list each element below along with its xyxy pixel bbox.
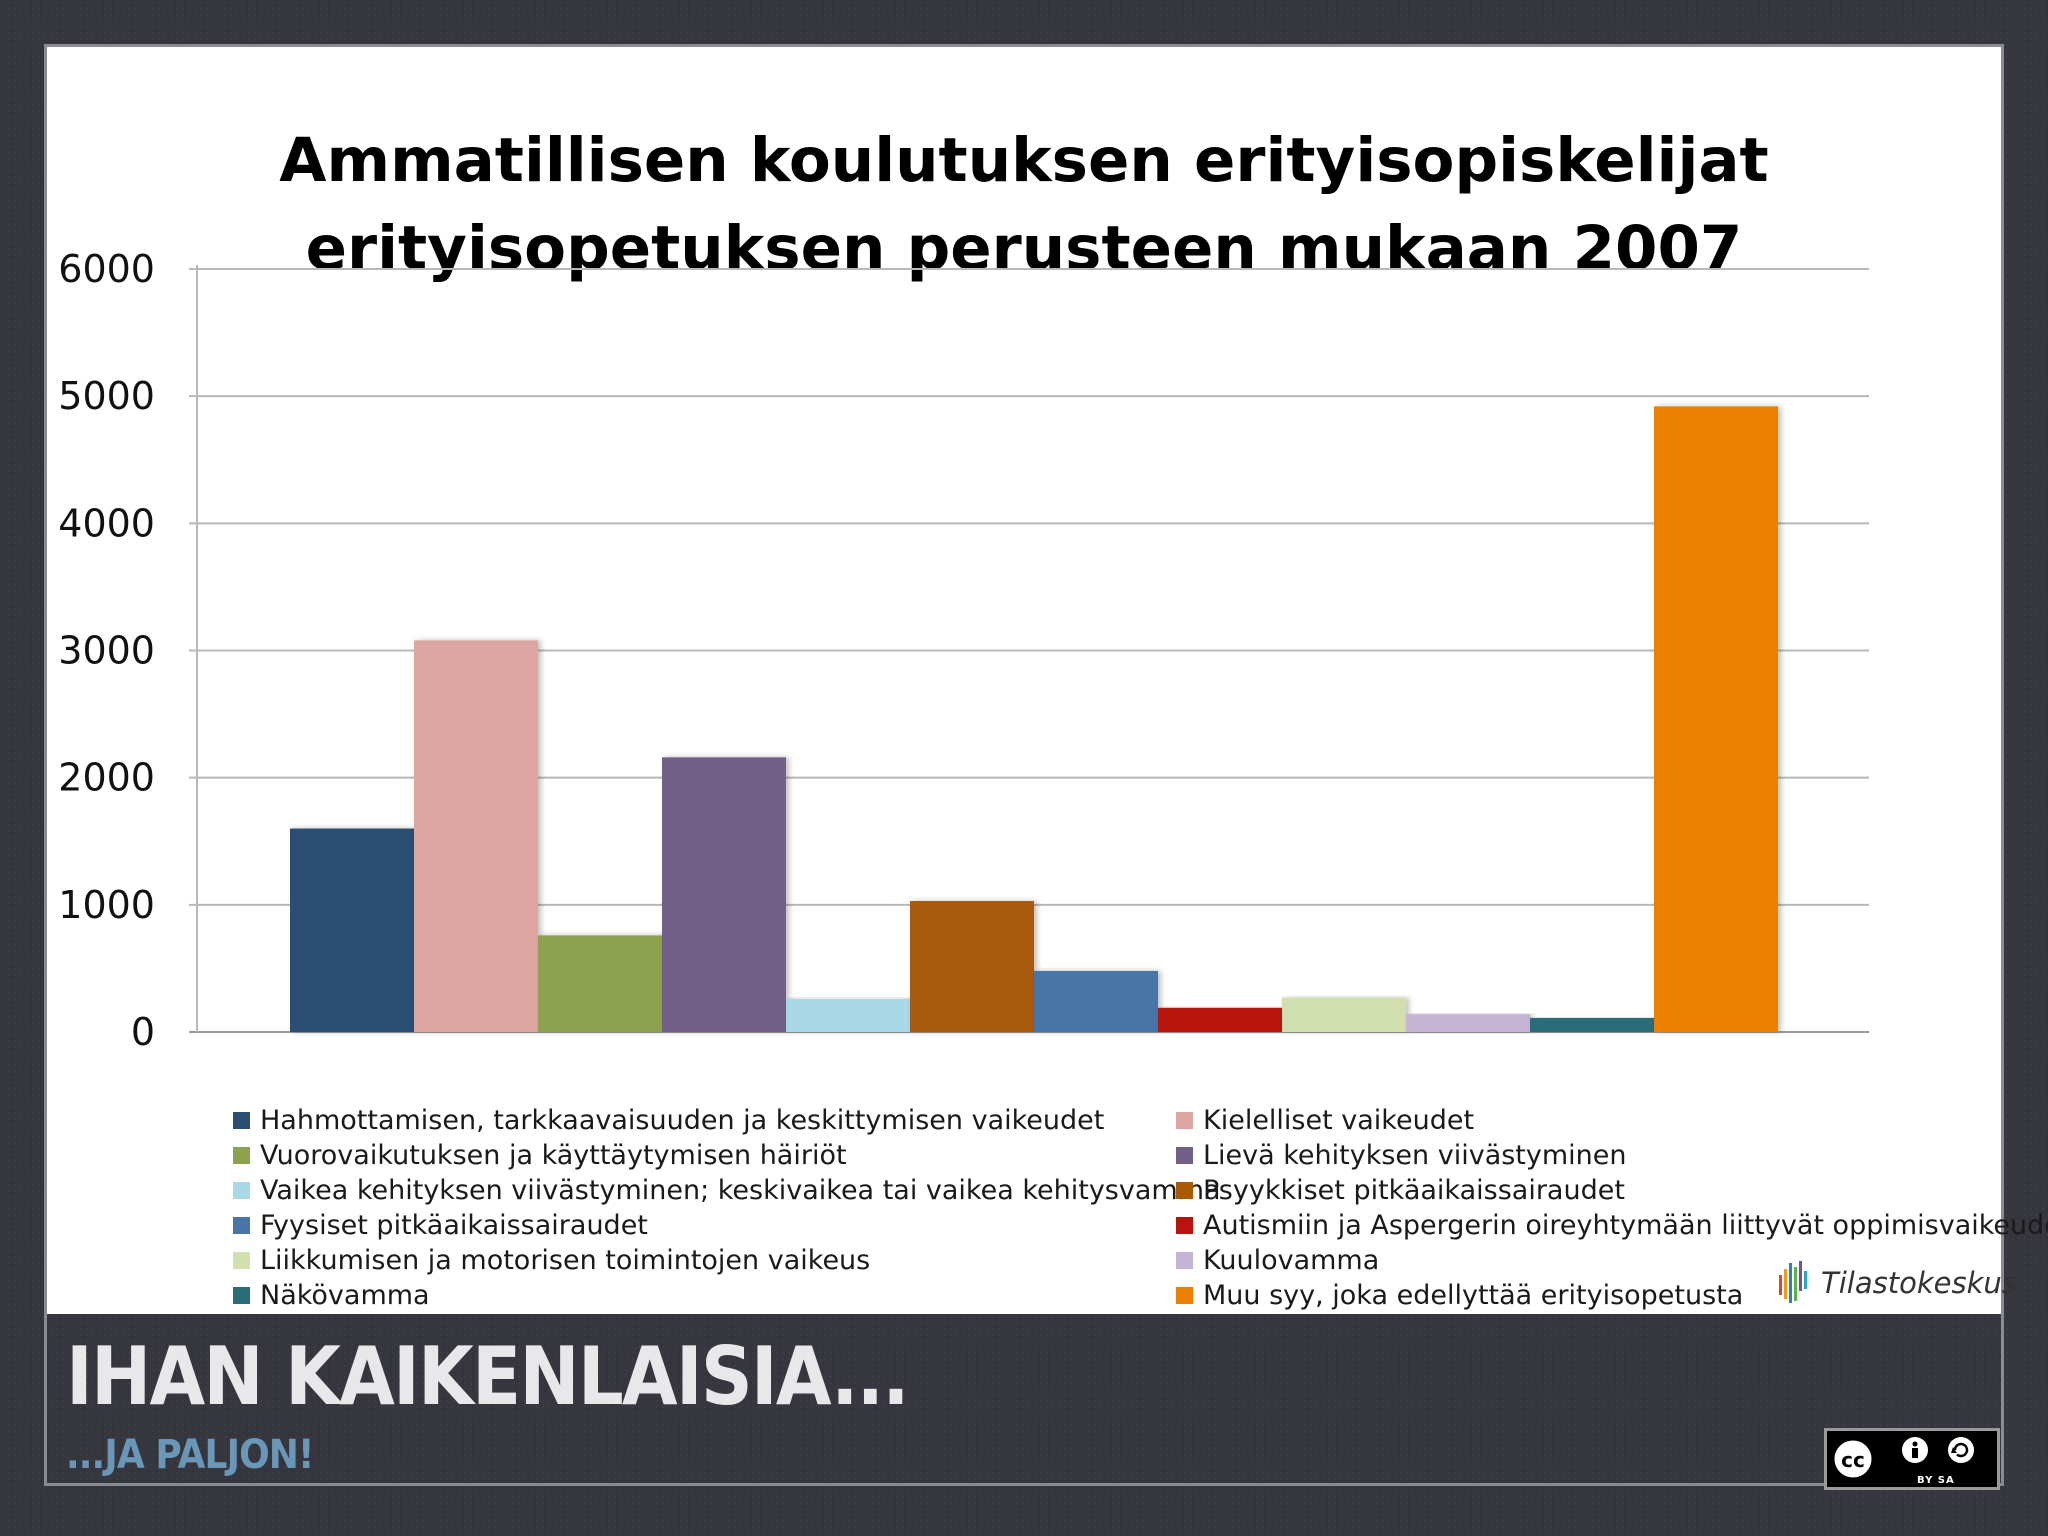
legend-swatch: [233, 1217, 250, 1234]
cc-by-sa-icon: cc: [1831, 1437, 1974, 1481]
bar-4: [662, 757, 786, 1032]
footer-subtitle: ...JA PALJON!: [66, 1432, 314, 1478]
y-tick-label: 6000: [58, 247, 155, 291]
legend-item: Liikkumisen ja motorisen toimintojen vai…: [233, 1243, 870, 1278]
bar-1: [290, 828, 414, 1032]
legend-swatch: [233, 1112, 250, 1129]
legend-label: Kielelliset vaikeudet: [1203, 1105, 1475, 1136]
legend-label: Lievä kehityksen viivästyminen: [1203, 1140, 1627, 1171]
chart-title-line-2: erityisopetuksen perusteen mukaan 2007: [305, 213, 1743, 284]
legend-item: Kielelliset vaikeudet: [1176, 1103, 1474, 1138]
legend-item: Kuulovamma: [1176, 1243, 1379, 1278]
legend-swatch: [1176, 1252, 1193, 1269]
y-tick-label: 1000: [58, 883, 155, 927]
slide-frame: [44, 44, 2004, 1486]
bars: [290, 406, 1778, 1033]
legend-item: Fyysiset pitkäaikaissairaudet: [233, 1208, 648, 1243]
legend-item: Näkövamma: [233, 1278, 430, 1313]
cc-license-badge[interactable]: cc BY SA: [1824, 1428, 2000, 1490]
legend-swatch: [1176, 1147, 1193, 1164]
legend-swatch: [233, 1182, 250, 1199]
bar-3: [538, 935, 662, 1032]
legend-item: Vuorovaikutuksen ja käyttäytymisen häiri…: [233, 1138, 847, 1173]
footer-title: IHAN KAIKENLAISIA...: [66, 1330, 910, 1423]
legend-swatch: [233, 1252, 250, 1269]
legend-label: Muu syy, joka edellyttää erityisopetusta: [1203, 1280, 1744, 1311]
y-tick-label: 2000: [58, 756, 155, 800]
legend-item: Hahmottamisen, tarkkaavaisuuden ja keski…: [233, 1103, 1104, 1138]
legend-label: Psyykkiset pitkäaikaissairaudet: [1203, 1175, 1625, 1206]
legend-label: Fyysiset pitkäaikaissairaudet: [260, 1210, 648, 1241]
tilastokeskus-logo: Tilastokeskus: [1777, 1259, 2017, 1307]
bar-2: [414, 640, 538, 1032]
legend-label: Vuorovaikutuksen ja käyttäytymisen häiri…: [260, 1140, 847, 1171]
legend-label: Vaikea kehityksen viivästyminen; keskiva…: [260, 1175, 1221, 1206]
legend-swatch: [233, 1147, 250, 1164]
bar-9: [1282, 997, 1406, 1032]
legend-item: Psyykkiset pitkäaikaissairaudet: [1176, 1173, 1625, 1208]
legend-label: Näkövamma: [260, 1280, 430, 1311]
tilastokeskus-logo-text: Tilastokeskus: [1821, 1266, 2017, 1300]
legend-swatch: [1176, 1287, 1193, 1304]
svg-text:cc: cc: [1841, 1448, 1865, 1472]
cc-license-text: BY SA: [1917, 1475, 1955, 1486]
chart-legend: Hahmottamisen, tarkkaavaisuuden ja keski…: [233, 1103, 2048, 1333]
y-tick-label: 0: [131, 1010, 155, 1054]
legend-item: Muu syy, joka edellyttää erityisopetusta: [1176, 1278, 1743, 1313]
bar-7: [1034, 970, 1158, 1032]
y-axis-ticks: 6000 5000 4000 3000 2000 1000 0: [58, 247, 155, 1054]
legend-swatch: [1176, 1217, 1193, 1234]
bar-8: [1158, 1007, 1282, 1032]
bar-chart: 6000 5000 4000 3000 2000 1000 0: [58, 247, 1869, 1054]
bar-11: [1530, 1018, 1654, 1032]
y-tick-label: 5000: [58, 374, 155, 418]
legend-item: Lievä kehityksen viivästyminen: [1176, 1138, 1627, 1173]
chart-title: Ammatillisen koulutuksen erityisopiskeli…: [47, 117, 2001, 293]
legend-label: Hahmottamisen, tarkkaavaisuuden ja keski…: [260, 1105, 1105, 1136]
chart-title-line-1: Ammatillisen koulutuksen erityisopiskeli…: [279, 125, 1769, 196]
legend-swatch: [1176, 1112, 1193, 1129]
legend-swatch: [1176, 1182, 1193, 1199]
bar-6: [910, 901, 1034, 1032]
y-tick-label: 3000: [58, 629, 155, 673]
chart-panel: Ammatillisen koulutuksen erityisopiskeli…: [47, 47, 2048, 1314]
tilastokeskus-logo-icon: [1779, 1261, 1807, 1303]
legend-item: Autismiin ja Aspergerin oireyhtymään lii…: [1176, 1208, 2048, 1243]
legend-swatch: [233, 1287, 250, 1304]
legend-label: Kuulovamma: [1203, 1245, 1380, 1276]
legend-label: Autismiin ja Aspergerin oireyhtymään lii…: [1203, 1210, 2048, 1241]
bar-5: [786, 998, 910, 1032]
y-tick-label: 4000: [58, 501, 155, 545]
bar-10: [1406, 1014, 1530, 1032]
legend-label: Liikkumisen ja motorisen toimintojen vai…: [260, 1245, 871, 1276]
bar-12: [1654, 406, 1778, 1033]
legend-item: Vaikea kehityksen viivästyminen; keskiva…: [233, 1173, 1221, 1208]
